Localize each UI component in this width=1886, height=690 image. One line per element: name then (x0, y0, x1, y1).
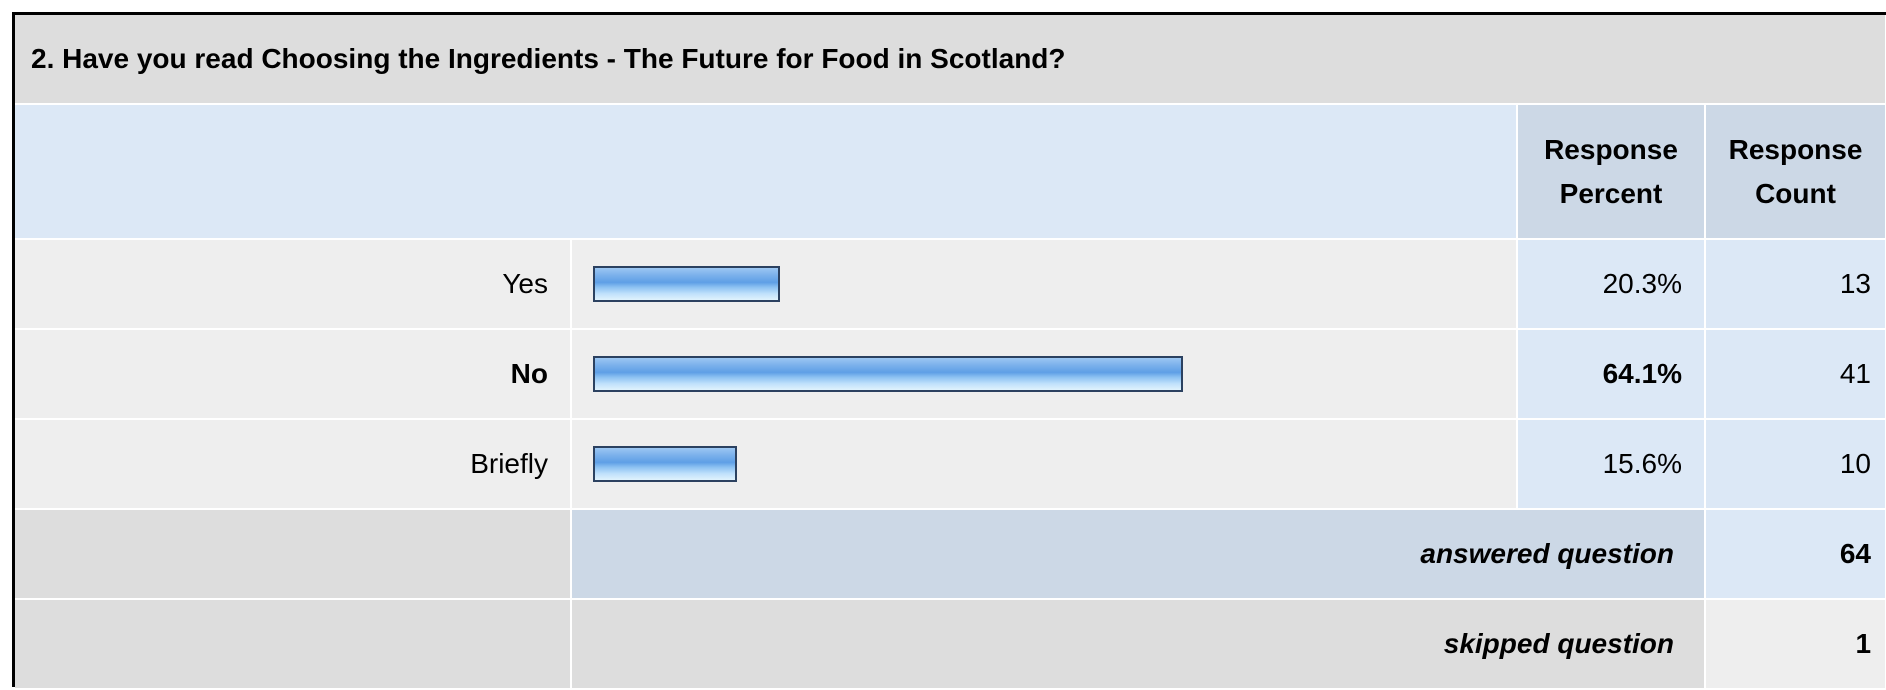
option-row: Briefly 15.6% 10 (15, 419, 1886, 510)
skipped-question-label: skipped question (571, 599, 1706, 690)
response-count-header-line2: Count (1755, 177, 1836, 209)
response-count-header: Response Count (1705, 104, 1886, 240)
response-percent: 20.3% (1517, 239, 1706, 330)
header-row: Response Percent Response Count (15, 104, 1886, 240)
response-bar (593, 266, 780, 302)
bar-cell (571, 329, 1518, 420)
response-percent-header-line1: Response (1544, 133, 1678, 165)
response-count: 13 (1705, 239, 1886, 330)
response-count: 41 (1705, 329, 1886, 420)
response-percent: 15.6% (1517, 419, 1706, 510)
response-bar (593, 356, 1183, 392)
question-title: 2. Have you read Choosing the Ingredient… (15, 15, 1886, 105)
response-percent: 64.1% (1517, 329, 1706, 420)
header-blank (15, 104, 1518, 240)
response-percent-header: Response Percent (1517, 104, 1706, 240)
response-percent-header-line2: Percent (1559, 177, 1663, 209)
survey-results-table: 2. Have you read Choosing the Ingredient… (15, 15, 1886, 690)
option-label: Briefly (15, 419, 572, 510)
response-bar (593, 446, 737, 482)
skipped-row: skipped question 1 (15, 599, 1886, 690)
bar-cell (571, 239, 1518, 330)
bar-track (593, 356, 1513, 392)
answered-question-value: 64 (1705, 509, 1886, 600)
bar-track (593, 266, 1513, 302)
skipped-question-value: 1 (1705, 599, 1886, 690)
survey-results-panel: 2. Have you read Choosing the Ingredient… (12, 12, 1886, 690)
skipped-blank (15, 599, 572, 690)
option-label: No (15, 329, 572, 420)
response-count-header-line1: Response (1728, 133, 1863, 165)
option-row: No 64.1% 41 (15, 329, 1886, 420)
question-title-row: 2. Have you read Choosing the Ingredient… (15, 15, 1886, 105)
answered-question-label: answered question (571, 509, 1706, 600)
bar-cell (571, 419, 1518, 510)
option-row: Yes 20.3% 13 (15, 239, 1886, 330)
option-label: Yes (15, 239, 572, 330)
bar-track (593, 446, 1513, 482)
response-count: 10 (1705, 419, 1886, 510)
answered-blank (15, 509, 572, 600)
answered-row: answered question 64 (15, 509, 1886, 600)
